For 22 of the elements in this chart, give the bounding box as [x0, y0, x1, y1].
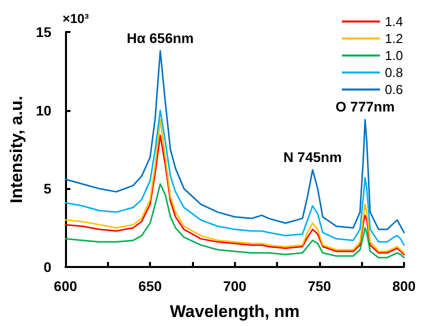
legend-label: 0.6 [384, 82, 404, 97]
x-tick-label: 700 [223, 278, 247, 294]
x-tick-label: 750 [308, 278, 332, 294]
line-series [64, 183, 405, 258]
annotation: O 777nm [336, 98, 395, 115]
x-tick-label: 800 [392, 278, 416, 294]
x-tick-label: 600 [54, 278, 78, 294]
line-series [64, 50, 405, 234]
x-axis-title: Wavelength, nm [170, 302, 300, 321]
legend-label: 1.2 [384, 31, 404, 46]
legend-label: 0.8 [384, 65, 404, 80]
legend-label: 1.0 [384, 48, 404, 63]
y-tick-label: 15 [36, 24, 52, 40]
annotation: Hα 656nm [126, 30, 194, 46]
annotation: N 745nm [283, 148, 342, 165]
legend-label: 1.4 [384, 14, 404, 29]
y-axis-title: Intensity, a.u. [7, 96, 26, 204]
y-tick-label: 5 [44, 180, 52, 197]
y-tick-label: 10 [36, 102, 52, 118]
text: ×10³ [62, 11, 90, 26]
x-tick-label: 650 [138, 278, 162, 294]
y-tick-label: 0 [44, 259, 52, 275]
